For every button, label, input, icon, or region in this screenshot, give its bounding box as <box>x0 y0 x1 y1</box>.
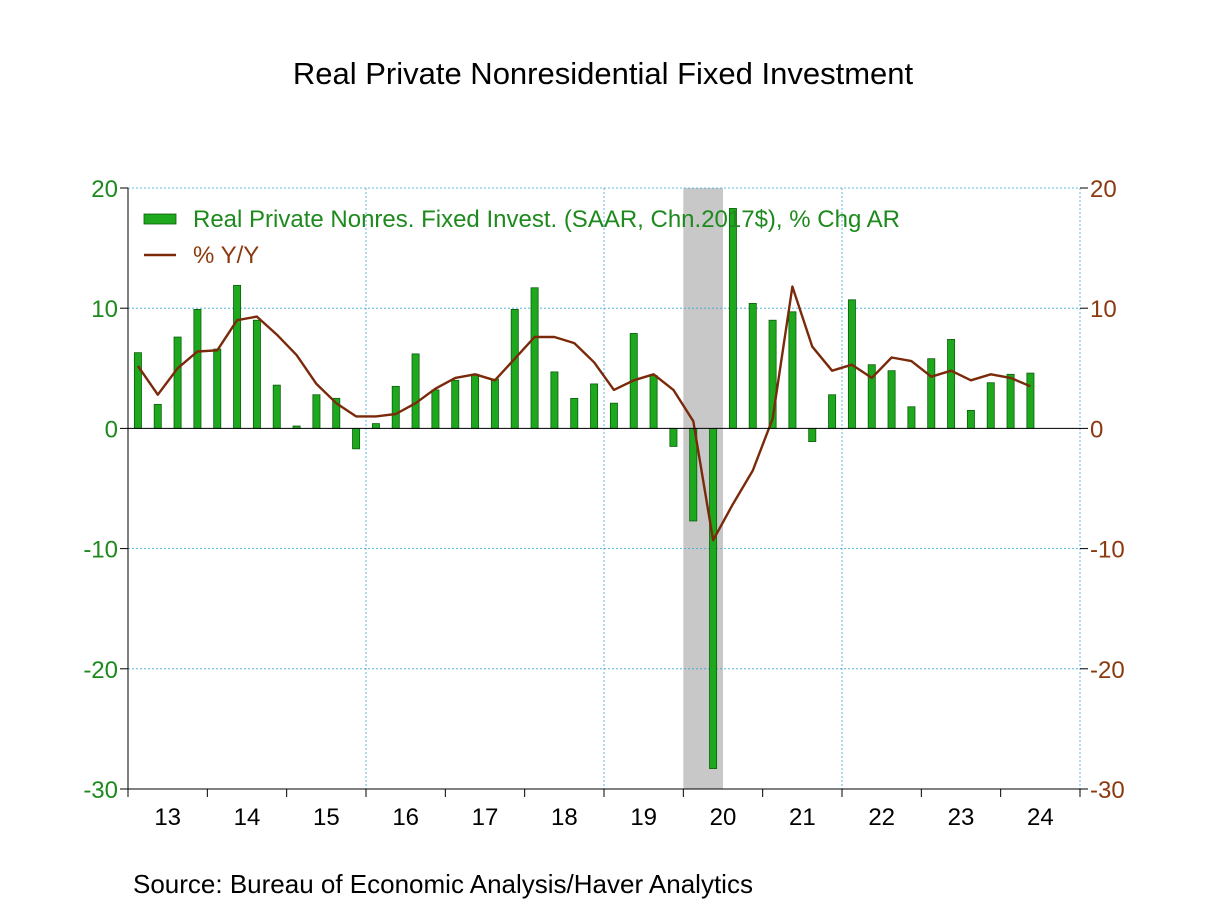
bar-13 <box>391 385 400 429</box>
bar-16 <box>451 379 460 429</box>
x-tick-label: 18 <box>551 804 578 831</box>
bar-35 <box>828 394 837 429</box>
bar-12 <box>371 423 380 429</box>
right-tick-label: 20 <box>1090 176 1117 203</box>
tick-labels: 20 10 0 -10 -20 -30 20 10 0 -10 -20 -30 13 14 15 16 17 18… <box>83 176 1124 831</box>
bar-series <box>133 208 1035 769</box>
legend-line-label: % Y/Y <box>193 242 259 269</box>
bar-30 <box>728 208 737 429</box>
bar-24 <box>609 402 618 429</box>
bar-11 <box>352 427 361 450</box>
x-tick-label: 22 <box>868 804 895 831</box>
bar-21 <box>550 371 559 429</box>
bar-20 <box>530 287 539 429</box>
right-tick-label: 0 <box>1090 416 1103 443</box>
bar-4 <box>213 348 222 429</box>
bar-15 <box>431 389 440 429</box>
x-tick-label: 13 <box>154 804 181 831</box>
left-tick-label: 0 <box>105 416 118 443</box>
legend: Real Private Nonres. Fixed Invest. (SAAR… <box>143 206 900 269</box>
legend-bar-swatch <box>143 213 177 225</box>
bar-9 <box>312 394 321 429</box>
right-tick-label: -20 <box>1090 657 1125 684</box>
bar-26 <box>649 375 658 429</box>
bar-29 <box>709 427 718 769</box>
bar-18 <box>490 378 499 429</box>
bar-0 <box>133 352 142 429</box>
x-tick-label: 14 <box>234 804 261 831</box>
bar-40 <box>927 358 936 429</box>
left-tick-label: 20 <box>91 176 118 203</box>
x-tick-label: 23 <box>948 804 975 831</box>
bar-27 <box>669 427 678 447</box>
legend-bar-label: Real Private Nonres. Fixed Invest. (SAAR… <box>193 206 900 233</box>
x-tick-label: 20 <box>710 804 737 831</box>
chart-title: Real Private Nonresidential Fixed Invest… <box>293 56 914 91</box>
bar-38 <box>887 370 896 429</box>
bar-31 <box>748 302 757 429</box>
yoy-line <box>136 285 1031 542</box>
left-tick-label: -30 <box>83 777 118 804</box>
bar-2 <box>173 336 182 429</box>
x-tick-label: 24 <box>1027 804 1054 831</box>
bar-42 <box>966 409 975 429</box>
bar-45 <box>1026 372 1035 429</box>
right-tick-label: -30 <box>1090 777 1125 804</box>
bar-3 <box>193 309 202 429</box>
grid-lines <box>128 187 1081 790</box>
left-tick-label: -20 <box>83 657 118 684</box>
bar-7 <box>272 384 281 429</box>
bar-6 <box>252 319 261 429</box>
bar-43 <box>986 382 995 429</box>
bar-5 <box>233 284 242 429</box>
bar-17 <box>471 373 480 429</box>
x-tick-label: 21 <box>789 804 816 831</box>
line-series <box>136 285 1031 542</box>
x-tick-label: 16 <box>392 804 419 831</box>
x-tick-label: 15 <box>313 804 340 831</box>
right-tick-label: 10 <box>1090 296 1117 323</box>
bar-23 <box>590 383 599 429</box>
x-tick-label: 17 <box>472 804 499 831</box>
x-tick-label: 19 <box>630 804 657 831</box>
bar-14 <box>411 353 420 429</box>
bar-1 <box>153 403 162 429</box>
left-tick-label: 10 <box>91 296 118 323</box>
bar-19 <box>510 309 519 429</box>
source-note: Source: Bureau of Economic Analysis/Have… <box>133 869 753 899</box>
bar-34 <box>808 427 817 443</box>
bar-22 <box>570 397 579 429</box>
right-tick-label: -10 <box>1090 537 1125 564</box>
bar-33 <box>788 311 797 429</box>
axes <box>120 187 1088 797</box>
bar-39 <box>907 406 916 429</box>
left-tick-label: -10 <box>83 537 118 564</box>
bar-44 <box>1006 373 1015 429</box>
bar-41 <box>947 339 956 429</box>
